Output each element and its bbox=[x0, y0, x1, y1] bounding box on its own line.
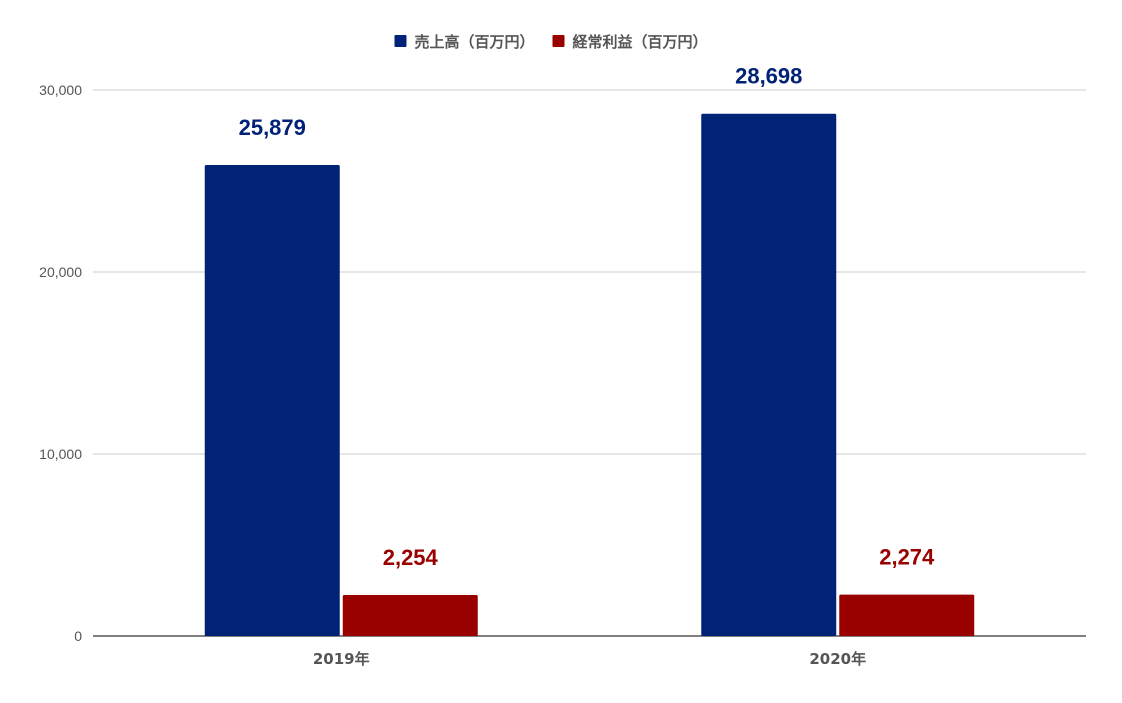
x-axis-categories: 2019年 2020年 bbox=[313, 650, 866, 668]
legend-swatch bbox=[552, 35, 565, 47]
data-label: 2,274 bbox=[879, 545, 935, 570]
y-axis-ticks: 0 10,000 20,000 30,000 bbox=[39, 82, 82, 644]
bar-sales-1 bbox=[204, 165, 340, 636]
y-tick-label: 0 bbox=[74, 628, 82, 644]
x-category-label: 2020年 bbox=[809, 650, 866, 668]
y-tick-label: 10,000 bbox=[39, 446, 82, 462]
legend-label: 売上高（百万円） bbox=[414, 33, 534, 51]
bars bbox=[204, 113, 975, 636]
legend-item: 売上高（百万円） bbox=[394, 33, 535, 51]
bar-sales-2 bbox=[701, 113, 837, 636]
data-labels: 25,879 2,254 28,698 2,274 bbox=[239, 64, 935, 570]
bar-ordinary-profit-2 bbox=[839, 594, 975, 636]
bar-ordinary-profit-1 bbox=[342, 594, 478, 636]
legend-item: 経常利益（百万円） bbox=[552, 33, 708, 51]
y-tick-label: 20,000 bbox=[39, 264, 82, 280]
legend-label: 経常利益（百万円） bbox=[573, 33, 708, 51]
legend-swatch bbox=[394, 35, 407, 47]
y-tick-label: 30,000 bbox=[39, 82, 82, 98]
data-label: 2,254 bbox=[383, 545, 439, 570]
x-category-label: 2019年 bbox=[313, 650, 370, 668]
legend: 売上高（百万円） 経常利益（百万円） bbox=[394, 33, 708, 51]
data-label: 28,698 bbox=[735, 64, 802, 89]
data-label: 25,879 bbox=[239, 115, 306, 140]
